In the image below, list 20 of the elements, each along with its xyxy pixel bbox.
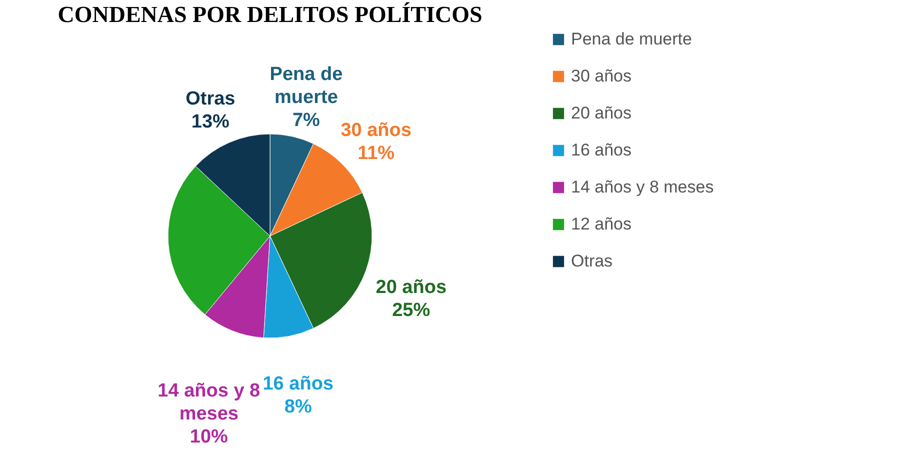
data-label: 13%	[191, 111, 230, 132]
chart-title: CONDENAS POR DELITOS POLÍTICOS	[58, 2, 482, 27]
slice-label: 20 años	[376, 276, 447, 298]
legend-label: Otras	[571, 252, 613, 270]
data-label: 7%	[292, 110, 320, 131]
legend-label: Pena de muerte	[571, 30, 692, 48]
slice-label: Otras	[186, 88, 236, 110]
data-label: 8%	[284, 396, 312, 418]
legend-label: 12 años	[571, 214, 632, 234]
data-label: 25%	[392, 300, 430, 321]
slice-label: 14 años y 8 meses	[158, 380, 260, 424]
legend-label: 20 años	[571, 104, 632, 122]
slice-label: 30 años	[340, 120, 412, 141]
slice-label: Pena de muerte	[270, 64, 343, 108]
data-label: 10%	[190, 426, 228, 448]
slice-label: 16 años	[262, 373, 334, 394]
data-label: 11%	[358, 142, 395, 164]
legend-label: 14 años y 8 meses	[571, 178, 714, 196]
legend-label: 30 años	[571, 66, 632, 86]
legend-label: 16 años	[571, 140, 632, 160]
